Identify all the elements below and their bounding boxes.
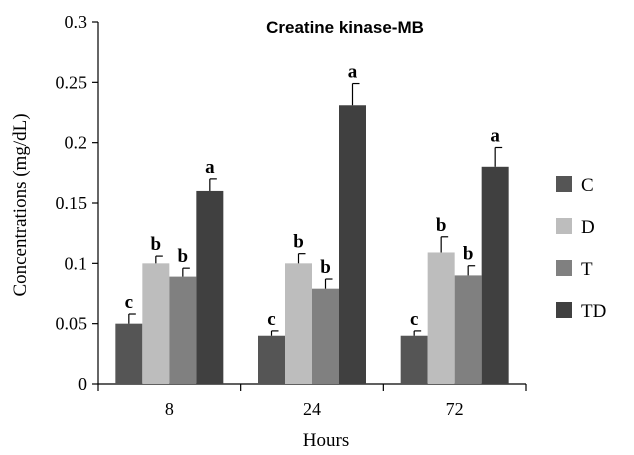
- y-axis-title: Concentrations (mg/dL): [10, 113, 31, 296]
- significance-label: b: [436, 215, 447, 236]
- bar: [115, 323, 143, 384]
- significance-label: a: [348, 62, 358, 83]
- y-tick-label: 0.2: [65, 133, 88, 153]
- legend-swatch: [556, 176, 572, 192]
- x-axis-title: Hours: [303, 430, 349, 451]
- legend-swatch: [556, 302, 572, 318]
- x-tick-label: 72: [446, 399, 464, 419]
- bar: [142, 263, 170, 384]
- significance-label: b: [293, 232, 304, 253]
- legend: CDT TD: [556, 175, 606, 322]
- x-tick-label: 24: [303, 399, 321, 419]
- legend-swatch: [556, 260, 572, 276]
- bar: [285, 263, 312, 384]
- y-tick-label: 0: [78, 374, 87, 394]
- y-tick-label: 0.25: [56, 72, 88, 92]
- legend-swatch: [556, 218, 572, 234]
- y-tick-label: 0.15: [56, 193, 88, 213]
- bar: [169, 276, 197, 384]
- y-tick-label: 0.1: [65, 253, 88, 273]
- x-tick-label: 8: [165, 399, 174, 419]
- significance-label: b: [151, 234, 162, 255]
- significance-label: c: [267, 309, 275, 330]
- chart-title: Creatine kinase-MB: [266, 18, 424, 37]
- bar: [481, 166, 509, 384]
- y-tick-label: 0.05: [56, 314, 88, 334]
- bar: [196, 190, 224, 384]
- bar: [454, 275, 482, 384]
- significance-label: b: [463, 244, 474, 265]
- y-tick-label: 0.3: [65, 12, 88, 32]
- bar: [312, 288, 339, 384]
- legend-label: D: [581, 217, 595, 238]
- y-axis: 0 0.05 0.1 0.15 0.2 0.25 0.3: [56, 12, 99, 394]
- x-axis: 8 24 72: [97, 383, 527, 419]
- significance-label: c: [410, 309, 418, 330]
- significance-label: a: [490, 125, 500, 146]
- bar: [258, 335, 285, 384]
- bar: [339, 105, 366, 384]
- legend-label: TD: [581, 301, 606, 322]
- significance-label: a: [205, 157, 215, 178]
- bar: [427, 252, 455, 384]
- significance-label: c: [125, 292, 133, 313]
- bar: [400, 335, 428, 384]
- significance-label: b: [320, 257, 331, 278]
- legend-label: C: [581, 175, 594, 196]
- significance-label: b: [178, 246, 189, 267]
- legend-label: T: [581, 259, 593, 280]
